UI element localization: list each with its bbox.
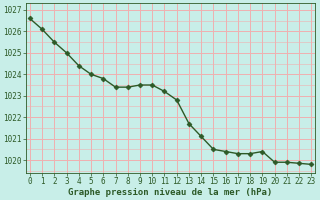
X-axis label: Graphe pression niveau de la mer (hPa): Graphe pression niveau de la mer (hPa) [68,188,273,197]
